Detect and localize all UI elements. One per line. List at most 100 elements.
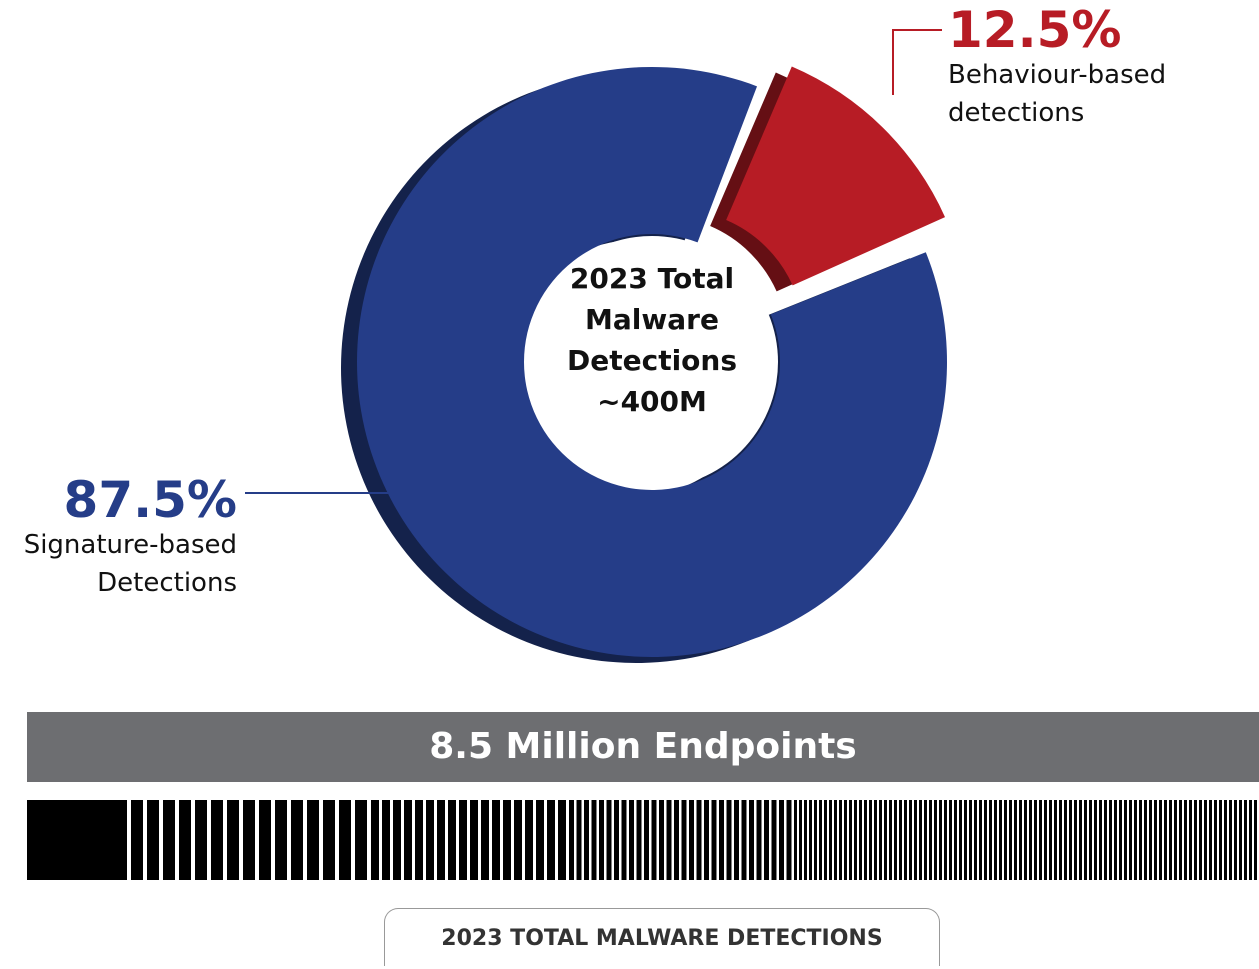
barcode-bar — [584, 800, 589, 880]
barcode-bar — [1069, 800, 1072, 880]
barcode-bar — [954, 800, 957, 880]
barcode-bar — [879, 800, 882, 880]
barcode-bar — [1159, 800, 1162, 880]
barcode-bar — [771, 800, 777, 880]
value-label: 12.5% — [948, 1, 1122, 59]
barcode-bar — [1109, 800, 1112, 880]
barcode-bar — [503, 800, 511, 880]
barcode-bar — [426, 800, 434, 880]
barcode-bar — [849, 800, 852, 880]
barcode-bar — [569, 800, 574, 880]
label-behaviour: 12.5% Behaviour-based detections — [948, 4, 1198, 132]
barcode-bar — [834, 800, 837, 880]
barcode-bar — [749, 800, 754, 880]
barcode-bar — [756, 800, 762, 880]
barcode-bar — [794, 800, 797, 880]
barcode-bar — [884, 800, 887, 880]
barcode-bar — [764, 800, 769, 880]
barcode-bar — [227, 800, 239, 880]
barcode-bar — [844, 800, 847, 880]
barcode-bar — [674, 800, 679, 880]
label-signature: 87.5% Signature-based Detections — [0, 474, 237, 602]
barcode-bar — [1219, 800, 1222, 880]
barcode-bar — [323, 800, 335, 880]
barcode-bar — [259, 800, 271, 880]
barcode-bar — [437, 800, 445, 880]
barcode-bar — [1124, 800, 1127, 880]
barcode-bar — [1104, 800, 1107, 880]
barcode-bar — [1034, 800, 1037, 880]
barcode-bar — [275, 800, 287, 880]
barcode-bar — [1149, 800, 1152, 880]
barcode-bar — [636, 800, 642, 880]
barcode-bar — [689, 800, 694, 880]
barcode-bar — [934, 800, 937, 880]
barcode-bar — [924, 800, 927, 880]
barcode-bar — [195, 800, 207, 880]
barcode-bar — [1249, 800, 1252, 880]
barcode-bar — [1244, 800, 1247, 880]
barcode-bar — [859, 800, 862, 880]
barcode-bar — [1209, 800, 1212, 880]
barcode-bar — [415, 800, 423, 880]
barcode-bar — [1024, 800, 1027, 880]
banner: 8.5 Million Endpoints — [27, 712, 1259, 782]
barcode-bar — [741, 800, 747, 880]
barcode-bar — [470, 800, 478, 880]
barcode-bar — [591, 800, 597, 880]
barcode-bar — [809, 800, 812, 880]
tab-button[interactable]: 2023 TOTAL MALWARE DETECTIONS — [384, 908, 940, 966]
barcode-bar — [1039, 800, 1042, 880]
barcode-bar — [1074, 800, 1077, 880]
barcode-bar — [525, 800, 533, 880]
barcode-bar — [448, 800, 456, 880]
donut-hole — [526, 236, 778, 488]
barcode-bar — [1194, 800, 1197, 880]
barcode-bar — [711, 800, 717, 880]
barcode-bar — [1154, 800, 1157, 880]
barcode-bar — [894, 800, 897, 880]
barcode-bar — [1014, 800, 1017, 880]
barcode-bar — [1084, 800, 1087, 880]
barcode-bar — [659, 800, 664, 880]
barcode-bar — [726, 800, 732, 880]
slice — [357, 66, 948, 658]
barcode-bar — [163, 800, 175, 880]
barcode-bar — [621, 800, 627, 880]
barcode-bar — [629, 800, 634, 880]
barcode-bar — [989, 800, 992, 880]
barcode-bar — [1214, 800, 1217, 880]
barcode-bar — [459, 800, 467, 880]
slice — [726, 66, 946, 286]
barcode-bar — [1239, 800, 1242, 880]
barcode-bar — [1134, 800, 1137, 880]
barcode-bar — [481, 800, 489, 880]
barcode-bar — [799, 800, 802, 880]
barcode-bar — [606, 800, 612, 880]
barcode-bar — [779, 800, 784, 880]
barcode-bar — [1099, 800, 1102, 880]
barcode-bar — [979, 800, 982, 880]
barcode-bar — [1234, 800, 1237, 880]
barcode-bar — [944, 800, 947, 880]
barcode-bar — [949, 800, 952, 880]
barcode-bar — [1094, 800, 1097, 880]
barcode-bar — [909, 800, 912, 880]
barcode-bar — [819, 800, 822, 880]
barcode-bar — [1229, 800, 1232, 880]
barcode-bar — [974, 800, 977, 880]
barcode-bar — [1029, 800, 1032, 880]
barcode-bar — [131, 800, 143, 880]
barcode-bar — [179, 800, 191, 880]
barcode-bar — [27, 800, 127, 880]
leader-line — [892, 29, 942, 95]
barcode-bar — [492, 800, 500, 880]
barcode-bar — [1174, 800, 1177, 880]
barcode-bar — [599, 800, 604, 880]
barcode-bar — [1079, 800, 1082, 880]
barcode-bar — [1169, 800, 1172, 880]
barcode-bar — [734, 800, 739, 880]
barcode-bar — [864, 800, 867, 880]
barcode-bar — [666, 800, 672, 880]
barcode-bar — [514, 800, 522, 880]
